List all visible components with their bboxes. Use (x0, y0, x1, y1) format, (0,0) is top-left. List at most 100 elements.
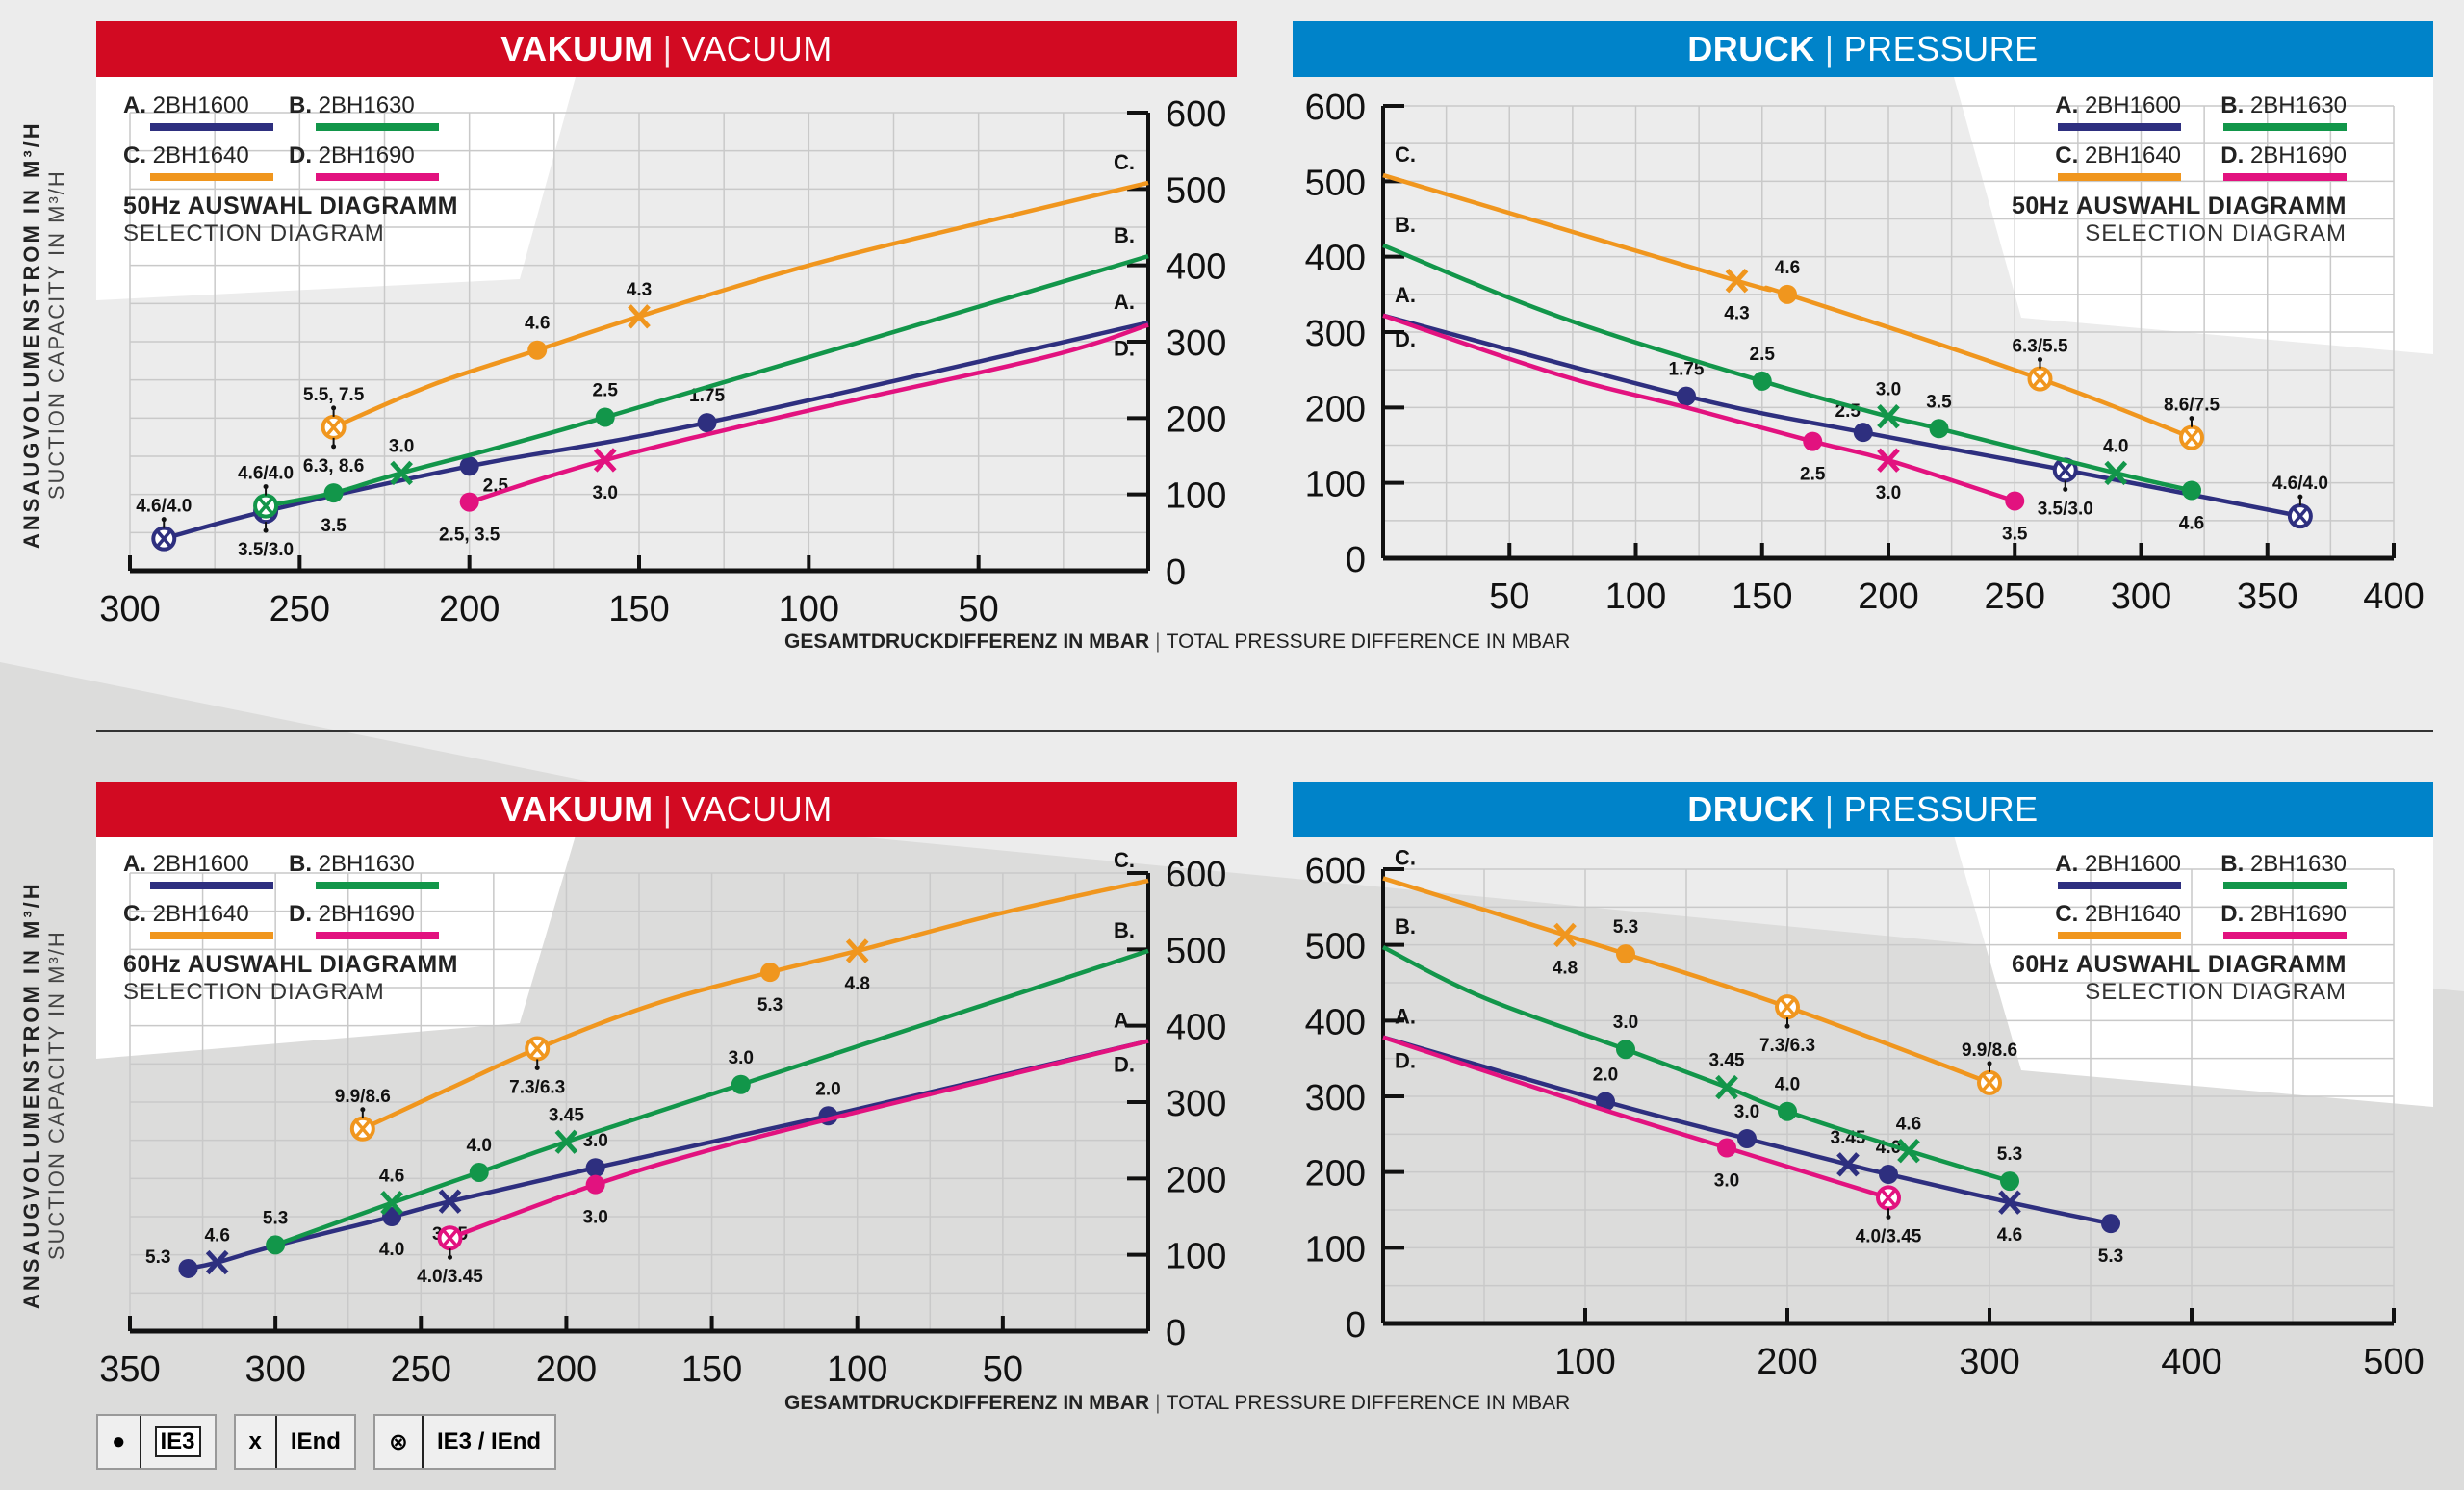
label-leader-dot (448, 1254, 453, 1260)
legend-vacuum-60hz: A. 2BH1600 B. 2BH1630 C. 2BH1640 D. 2BH1… (123, 851, 458, 1006)
x-tick-label: 350 (2237, 577, 2297, 617)
cross-icon: x (236, 1416, 277, 1468)
marker-dot (2000, 1171, 2019, 1192)
series-end-label: A. (1395, 1005, 1416, 1029)
marker-label: 4.0 (467, 1136, 492, 1156)
marker-circled-cross-x (2293, 507, 2308, 525)
pressure-header-50hz: DRUCK | PRESSURE (1293, 21, 2433, 77)
vacuum-header-en: VACUUM (681, 29, 833, 68)
marker-label: 7.3/6.3 (1759, 1036, 1815, 1056)
y-tick-label: 500 (1166, 931, 1226, 971)
x-tick-label: 200 (1757, 1342, 1817, 1382)
legend-item-d: D. 2BH1690 (289, 901, 439, 939)
legend-item-b: B. 2BH1630 (289, 92, 439, 131)
series-end-label: B. (1395, 914, 1416, 938)
y-tick-label: 100 (1166, 476, 1226, 517)
marker-label: 1.75 (1669, 360, 1705, 380)
marker-dot (1803, 431, 1823, 451)
y-tick-label: 0 (1346, 1305, 1366, 1346)
grid (129, 872, 1149, 1332)
marker-circled-cross-x (2184, 429, 2199, 446)
header-separator: | (1824, 789, 1835, 829)
label-leader-dot (161, 517, 167, 523)
marker-circled-cross-x (258, 498, 273, 514)
y-tick-label: 600 (1166, 855, 1226, 895)
x-tick-label: 500 (2363, 1342, 2424, 1382)
x-tick-label: 100 (1554, 1342, 1615, 1382)
marker-label: 4.6/4.0 (238, 464, 294, 484)
series-D: D. 2.5 3.0 3.5 (1382, 313, 2028, 544)
x-tick-label: 250 (391, 1349, 451, 1390)
axes: 100 200 300 400 500 0 100 200 300 400 500 600 (1305, 851, 2425, 1382)
marker-dot (459, 456, 479, 476)
marker-label: 3.45 (549, 1105, 584, 1125)
legend-panel-bottom-right (1954, 835, 2433, 1107)
marker-label: 3.5 (321, 516, 346, 536)
marker-label: 4.6 (2179, 514, 2204, 534)
header-separator: | (662, 29, 673, 68)
legend-item-c: C. 2BH1640 (123, 901, 273, 939)
marker-label: 5.3 (2098, 1246, 2123, 1267)
diagram-subtitle: SELECTION DIAGRAM (2085, 979, 2348, 1005)
label-leader-dot (1886, 1214, 1891, 1220)
legend-item-a: A. 2BH1600 (123, 851, 273, 889)
marker-label: 4.6/4.0 (136, 497, 192, 517)
y-tick-label: 600 (1305, 851, 1366, 891)
marker-label: 3.0 (582, 1208, 607, 1228)
marker-label: 2.5 (1750, 345, 1776, 365)
legend-vacuum-50hz: A. 2BH1600 B. 2BH1630 C. 2BH1640 D. 2BH1… (123, 92, 458, 247)
marker-cross (1725, 269, 1749, 294)
series-line (449, 1039, 1149, 1241)
marker-dot (1853, 423, 1873, 443)
marker-label: 9.9/8.6 (1962, 1040, 2017, 1061)
marker-type-legend: ● IE3 x IEnd ⊗ IE3 / IEnd (96, 1414, 557, 1470)
marker-label: 6.3, 8.6 (303, 456, 364, 476)
marker-label: 4.6 (1896, 1115, 1921, 1135)
marker-dot (266, 1235, 286, 1255)
y-axis-label-top: ANSAUGVOLUMENSTROM IN M³/H SUCTION CAPAC… (19, 120, 68, 549)
marker-label: 4.6 (379, 1167, 404, 1187)
marker-dot (1752, 371, 1772, 391)
marker-circled-cross-x (443, 1230, 457, 1246)
series-B: B. 4.6/4.0 3.5 3.0 2.5 (238, 223, 1149, 536)
marker-cross (628, 304, 651, 329)
diagram-title: 60Hz AUSWAHL DIAGRAMM (123, 951, 459, 978)
marker-dot (697, 413, 717, 433)
marker-dot (1778, 1101, 1797, 1121)
marker-label: 4.6 (1775, 258, 1800, 278)
marker-legend-ie3: ● IE3 (96, 1414, 217, 1470)
y-axis-label-bottom: ANSAUGVOLUMENSTROM IN M³/H SUCTION CAPAC… (19, 881, 68, 1309)
y-tick-label: 500 (1305, 927, 1366, 967)
x-tick-label: 50 (959, 589, 999, 629)
series-end-label: C. (1114, 848, 1135, 872)
x-tick-label: 200 (536, 1349, 597, 1390)
marker-label: 3.0 (1876, 380, 1901, 400)
marker-label: 3.0 (1734, 1102, 1759, 1122)
marker-circled-cross-x (326, 419, 341, 435)
y-tick-label: 0 (1166, 1313, 1186, 1353)
marker-label: 4.0 (1775, 1075, 1800, 1095)
legend-item-c: C. 2BH1640 (2031, 901, 2182, 939)
legend-item-d: D. 2BH1690 (2196, 901, 2348, 939)
marker-dot (1677, 386, 1696, 406)
marker-label: 4.0 (2103, 436, 2128, 456)
marker-legend-iend: x IEnd (233, 1414, 356, 1470)
x-tick-label: 400 (2161, 1342, 2221, 1382)
series-B: B. 3.0 3.45 4.0 4.6 5.3 (1381, 914, 2022, 1192)
series-line (187, 1039, 1149, 1272)
x-tick-label: 200 (1858, 577, 1918, 617)
label-leader-dot (1784, 1023, 1790, 1029)
legend-pressure-60hz: A. 2BH1600 B. 2BH1630 C. 2BH1640 D. 2BH1… (2012, 851, 2348, 1006)
marker-dot (585, 1158, 605, 1178)
x-tick-label: 100 (1605, 577, 1666, 617)
marker-label: 5.5, 7.5 (303, 385, 365, 405)
marker-label: 9.9/8.6 (335, 1087, 391, 1107)
y-tick-label: 200 (1305, 389, 1366, 429)
legend-item-d: D. 2BH1690 (289, 142, 439, 181)
series-D: D. 4.0/3.45 3.0 (417, 1039, 1149, 1287)
